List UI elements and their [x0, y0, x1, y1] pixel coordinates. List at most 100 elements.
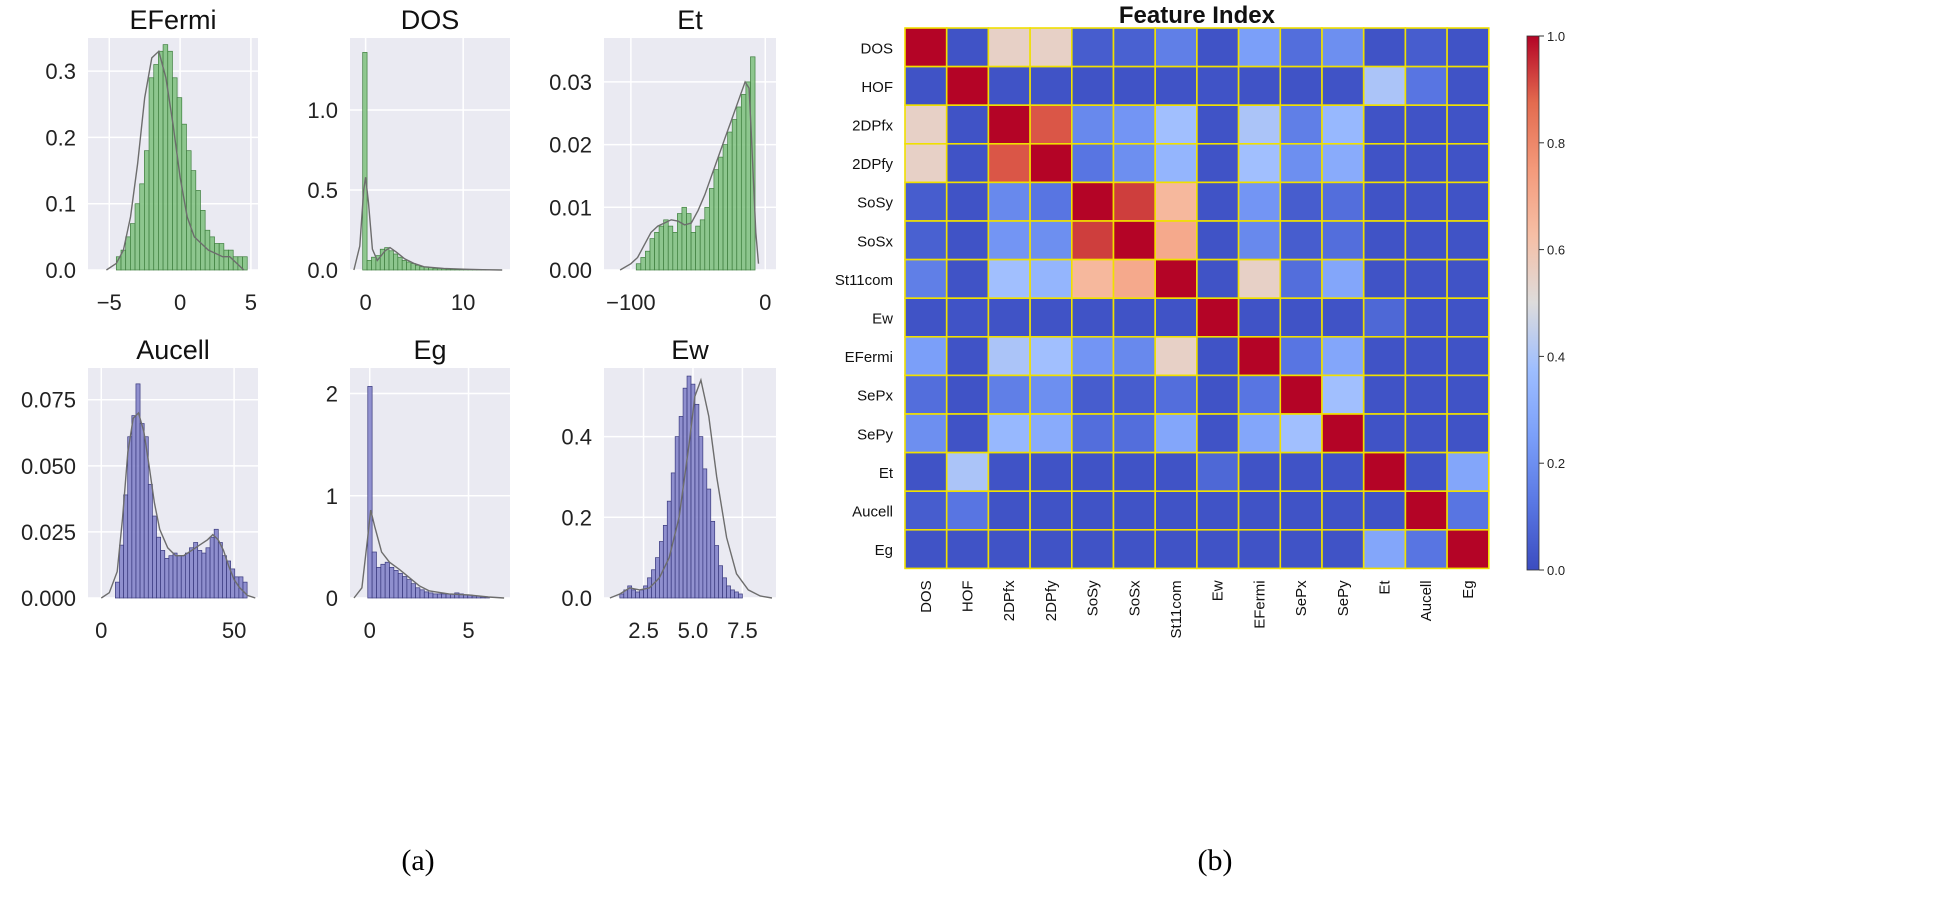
heatmap-cell — [1154, 451, 1198, 493]
x-tick-label: 0 — [364, 618, 376, 643]
row-label: 2DPfx — [852, 118, 893, 135]
heatmap-cell — [945, 335, 990, 377]
heatmap-cell — [1196, 490, 1240, 531]
col-label: 2DPfy — [1043, 580, 1060, 621]
histogram-bar — [172, 552, 178, 599]
histogram-bar — [185, 552, 190, 599]
panel-title: DOS — [401, 5, 460, 35]
panel-title: Aucell — [136, 335, 210, 365]
heatmap-cell — [1279, 27, 1323, 68]
hist-panel-ew: Ew 2.5 5.0 7.5 0.0 0.2 0.4 — [561, 335, 776, 643]
histogram-bar — [139, 183, 145, 271]
heatmap-cell — [1404, 27, 1448, 68]
y-tick-label: 0.1 — [45, 192, 76, 217]
histogram-bar — [704, 206, 710, 271]
heatmap-cell — [1321, 143, 1365, 184]
y-tick-label: 0.2 — [561, 505, 592, 530]
row-label: DOS — [860, 40, 893, 57]
col-label: Et — [1377, 580, 1394, 595]
histogram-bar — [380, 563, 386, 599]
heatmap-cell — [1279, 413, 1323, 454]
row-label: SoSy — [857, 195, 893, 212]
histogram-bar — [193, 542, 199, 599]
heatmap-cell — [1321, 220, 1365, 261]
heatmap-cell — [904, 335, 948, 377]
heatmap-cell — [1279, 528, 1323, 570]
y-tick-label: 0.00 — [549, 258, 592, 283]
heatmap-cell — [945, 258, 990, 300]
heatmap-cell — [1321, 27, 1365, 68]
heatmap-cell — [1112, 528, 1157, 570]
heatmap-cell — [1112, 413, 1157, 454]
heatmap-cell — [1321, 104, 1365, 145]
y-tick-label: 0.0 — [561, 586, 592, 611]
heatmap-cell — [987, 181, 1031, 222]
histogram-bar — [388, 250, 394, 271]
col-label: Eg — [1460, 580, 1477, 598]
heatmap-cell — [1321, 490, 1365, 531]
col-label: DOS — [918, 580, 935, 613]
histogram-bar — [209, 236, 215, 271]
heatmap-cell — [1446, 143, 1490, 184]
heatmap-cell — [1362, 297, 1407, 338]
histogram-bar — [190, 170, 197, 271]
histogram-bar — [168, 555, 174, 599]
histogram-bar — [436, 593, 443, 599]
x-tick-label: 0 — [95, 618, 107, 643]
heatmap-cell — [1154, 413, 1198, 454]
row-label: HOF — [861, 79, 893, 96]
col-label: Aucell — [1418, 580, 1435, 621]
heatmap-cell — [1029, 413, 1073, 454]
histogram-bar — [366, 260, 372, 271]
col-label: 2DPfx — [1001, 580, 1018, 621]
histogram-bar — [242, 581, 248, 599]
histogram-bar — [667, 225, 674, 271]
heatmap-cell — [1237, 528, 1282, 570]
row-label: Eg — [875, 542, 893, 559]
heatmap-cell — [1446, 104, 1490, 145]
histogram-bar — [736, 106, 742, 271]
histogram-bar — [127, 436, 133, 599]
histogram-bar — [722, 577, 727, 599]
x-tick-label: 5 — [245, 290, 257, 315]
panel-title: Eg — [413, 335, 446, 365]
row-label: SoSx — [857, 233, 893, 250]
histogram-bar — [694, 403, 700, 599]
heatmap-cell — [1404, 65, 1448, 106]
heatmap-cell — [1154, 220, 1198, 261]
histogram-bar — [698, 436, 704, 599]
heatmap-cell — [1404, 490, 1448, 531]
histogram-bar — [423, 591, 429, 599]
heatmap-cell — [1362, 143, 1407, 184]
heatmap-cell — [987, 490, 1031, 531]
histogram-bar — [672, 232, 678, 271]
x-tick-label: 2.5 — [628, 618, 659, 643]
heatmap-cell — [1279, 104, 1323, 145]
histogram-bar — [731, 119, 738, 271]
histogram-bar — [371, 551, 377, 599]
colorbar — [1526, 35, 1540, 571]
histogram-bar — [362, 52, 368, 271]
x-tick-label: −100 — [606, 290, 656, 315]
heatmap-cell — [1154, 143, 1198, 184]
histogram-bar — [180, 555, 186, 599]
heatmap-cell — [1112, 374, 1157, 415]
panel-title: Et — [677, 5, 703, 35]
heatmap-cell — [1362, 374, 1407, 415]
histogram-bar — [367, 386, 373, 599]
histogram-bar — [125, 236, 131, 271]
heatmap-cell — [1237, 413, 1282, 454]
histogram-bar — [631, 589, 636, 599]
heatmap-cell — [1154, 297, 1198, 338]
heatmap-cell — [1321, 335, 1365, 377]
histogram-bar — [397, 573, 403, 599]
histogram-bar — [144, 150, 150, 271]
heatmap-cell — [1196, 27, 1240, 68]
heatmap-cell — [1237, 104, 1282, 145]
heatmap-cell — [904, 258, 948, 300]
heatmap-cell — [904, 220, 948, 261]
y-tick-label: 0.000 — [21, 586, 76, 611]
heatmap-cell — [1196, 374, 1240, 415]
heatmap-cell — [1029, 181, 1073, 222]
